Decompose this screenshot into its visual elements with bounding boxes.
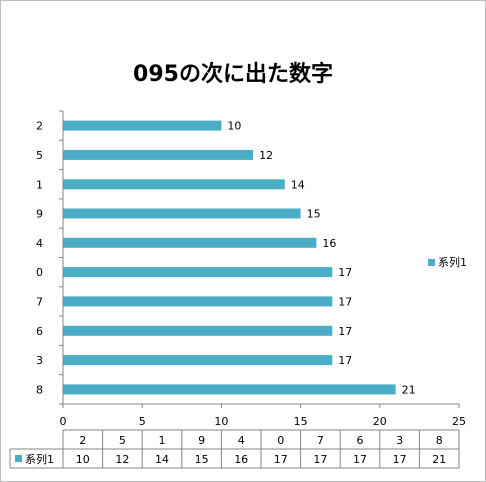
data-label-3: 17 <box>338 354 352 367</box>
y-tick-label-9: 9 <box>36 208 43 221</box>
bar-8 <box>63 384 396 395</box>
x-tick-label: 25 <box>452 415 466 428</box>
y-tick-label-4: 4 <box>36 237 43 250</box>
bar-4 <box>63 237 317 248</box>
y-tick-label-8: 8 <box>36 383 43 396</box>
data-label-6: 17 <box>338 325 352 338</box>
bar-6 <box>63 325 333 336</box>
data-table-legend-swatch <box>15 455 22 462</box>
data-table-value: 12 <box>115 453 129 466</box>
data-table-header: 9 <box>198 434 205 447</box>
bar-0 <box>63 267 333 278</box>
y-tick-label-6: 6 <box>36 325 43 338</box>
data-label-5: 12 <box>259 149 273 162</box>
bar-1 <box>63 179 285 190</box>
data-label-9: 15 <box>307 208 321 221</box>
data-label-1: 14 <box>291 178 305 191</box>
chart-title: 095の次に出た数字 <box>133 62 333 87</box>
bar-9 <box>63 208 301 219</box>
y-tick-label-0: 0 <box>36 266 43 279</box>
data-table-header: 0 <box>277 434 284 447</box>
data-table-header: 7 <box>317 434 324 447</box>
data-table-value: 10 <box>76 453 90 466</box>
bar-3 <box>63 355 333 366</box>
y-tick-label-3: 3 <box>36 354 43 367</box>
x-tick-label: 10 <box>214 415 228 428</box>
data-label-7: 17 <box>338 295 352 308</box>
data-table-header: 3 <box>396 434 403 447</box>
data-label-4: 16 <box>322 237 336 250</box>
legend: 系列1 <box>428 254 467 270</box>
data-label-0: 17 <box>338 266 352 279</box>
y-tick-label-1: 1 <box>36 178 43 191</box>
data-table-value: 17 <box>313 453 327 466</box>
legend-swatch <box>428 258 435 266</box>
data-table-header: 5 <box>119 434 126 447</box>
x-tick-label: 0 <box>60 415 67 428</box>
x-tick-label: 5 <box>139 415 146 428</box>
data-table-series-name: 系列1 <box>25 452 54 466</box>
data-table-header: 2 <box>79 434 86 447</box>
data-table-header: 1 <box>159 434 166 447</box>
legend-label: 系列1 <box>438 256 467 269</box>
data-table-value: 21 <box>432 453 446 466</box>
bar-5 <box>63 149 254 160</box>
data-label-8: 21 <box>402 383 416 396</box>
bar-2 <box>63 120 222 131</box>
x-tick-label: 20 <box>373 415 387 428</box>
bar-7 <box>63 296 333 307</box>
data-table-header: 4 <box>238 434 245 447</box>
data-table-value: 15 <box>195 453 209 466</box>
data-label-2: 10 <box>227 120 241 133</box>
data-table-value: 17 <box>274 453 288 466</box>
data-table-value: 17 <box>393 453 407 466</box>
data-table-value: 16 <box>234 453 248 466</box>
data-table-header: 6 <box>357 434 364 447</box>
data-table-value: 14 <box>155 453 169 466</box>
y-tick-label-5: 5 <box>36 149 43 162</box>
x-tick-label: 15 <box>294 415 308 428</box>
y-tick-label-7: 7 <box>36 295 43 308</box>
data-table-value: 17 <box>353 453 367 466</box>
y-tick-label-2: 2 <box>36 120 43 133</box>
data-table-header: 8 <box>436 434 443 447</box>
